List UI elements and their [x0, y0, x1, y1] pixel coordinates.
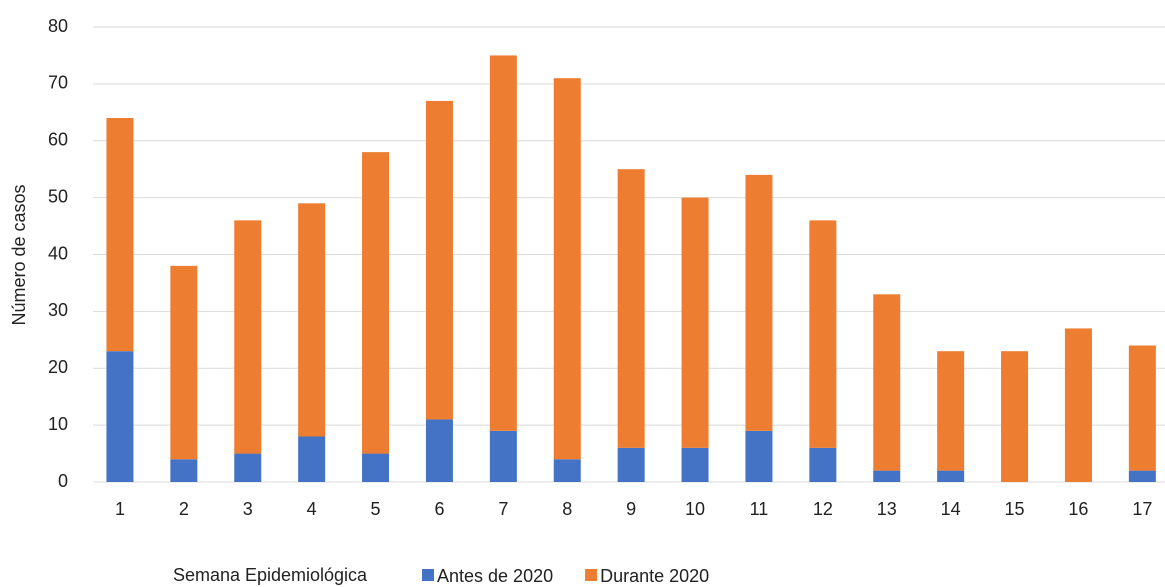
bar-segment: [106, 118, 134, 352]
x-tick-label: 12: [813, 499, 833, 519]
legend-label: Antes de 2020: [437, 566, 553, 586]
x-tick-label: 7: [498, 499, 508, 519]
bar-segment: [745, 174, 773, 431]
x-tick-label: 10: [685, 499, 705, 519]
x-tick-label: 2: [179, 499, 189, 519]
x-tick-label: 16: [1068, 499, 1088, 519]
bar-segment: [617, 447, 645, 482]
x-tick-label: 17: [1132, 499, 1152, 519]
y-tick-label: 0: [58, 471, 68, 491]
bar-segment: [362, 152, 390, 454]
bar-segment: [809, 447, 837, 482]
y-tick-label: 40: [48, 243, 68, 263]
bar-segment: [298, 436, 326, 482]
y-tick-label: 20: [48, 357, 68, 377]
x-tick-label: 11: [750, 499, 769, 519]
bar-segment: [106, 351, 134, 482]
bar-segment: [873, 470, 901, 482]
bar-segment: [1001, 351, 1029, 482]
x-tick-label: 15: [1005, 499, 1025, 519]
bar-segment: [298, 203, 326, 437]
bar-segment: [170, 459, 198, 482]
y-tick-label: 70: [48, 73, 68, 93]
y-axis-label: Número de casos: [9, 184, 29, 325]
bar-segment: [873, 294, 901, 471]
bar-segment: [937, 470, 965, 482]
bar-segment: [1128, 470, 1156, 482]
bar-segment: [553, 459, 581, 482]
bar-segment: [489, 55, 517, 431]
bar-segment: [937, 351, 965, 471]
bar-segment: [681, 197, 709, 448]
bar-segment: [681, 447, 709, 482]
x-tick-label: 3: [243, 499, 253, 519]
bar-segment: [1064, 328, 1092, 482]
y-tick-label: 50: [48, 186, 68, 206]
x-tick-label: 1: [115, 499, 125, 519]
bar-segment: [489, 430, 517, 482]
x-tick-label: 9: [626, 499, 636, 519]
bar-segment: [234, 220, 262, 454]
x-tick-label: 14: [941, 499, 961, 519]
bar-segment: [809, 220, 837, 448]
y-tick-label: 80: [48, 16, 68, 36]
bar-segment: [553, 78, 581, 460]
legend-swatch: [585, 569, 598, 581]
bar-segment: [170, 265, 198, 460]
legend-label: Durante 2020: [600, 566, 709, 586]
x-tick-label: 4: [307, 499, 317, 519]
y-tick-label: 60: [48, 130, 68, 150]
x-tick-label: 13: [877, 499, 897, 519]
bar-segment: [1128, 345, 1156, 471]
bar-segment: [425, 419, 453, 482]
bar-segment: [617, 169, 645, 448]
bar-segment: [234, 453, 262, 482]
bar-segment: [425, 100, 453, 420]
x-tick-label: 5: [371, 499, 381, 519]
x-tick-label: 8: [562, 499, 572, 519]
y-tick-label: 30: [48, 300, 68, 320]
legend-swatch: [422, 569, 434, 581]
x-axis-label: Semana Epidemiológica: [173, 565, 368, 585]
y-tick-label: 10: [48, 414, 68, 434]
bar-segment: [362, 453, 390, 482]
bar-segment: [745, 430, 773, 482]
x-tick-label: 6: [434, 499, 444, 519]
